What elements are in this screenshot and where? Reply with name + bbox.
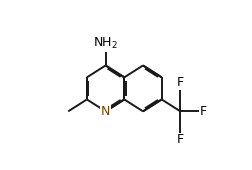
Text: N: N [101,105,110,118]
Text: NH$_2$: NH$_2$ [93,36,118,51]
Text: F: F [177,76,184,89]
Text: F: F [177,133,184,146]
Text: F: F [200,105,207,118]
